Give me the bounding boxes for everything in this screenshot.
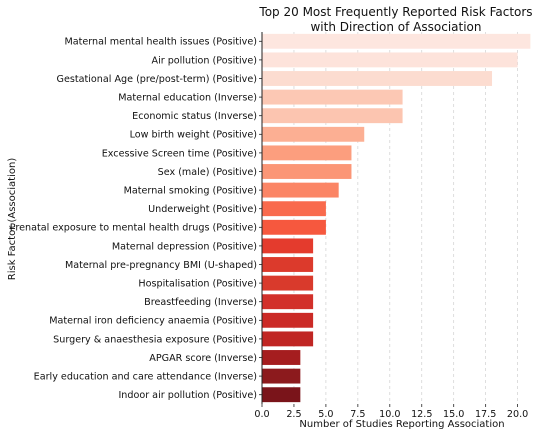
category-label: Maternal smoking (Positive) bbox=[124, 186, 257, 197]
x-tick-label: 20.0 bbox=[507, 409, 528, 420]
bar bbox=[262, 275, 314, 291]
category-label: Economic status (Inverse) bbox=[132, 111, 257, 122]
chart-title-line-1: Top 20 Most Frequently Reported Risk Fac… bbox=[258, 5, 532, 19]
x-tick-label: 0.0 bbox=[254, 409, 269, 420]
bar bbox=[262, 368, 301, 384]
chart-title-line-2: with Direction of Association bbox=[310, 20, 481, 34]
bar bbox=[262, 238, 314, 254]
category-label: Indoor air pollution (Positive) bbox=[118, 390, 257, 401]
x-tick-label: 10.0 bbox=[379, 409, 400, 420]
bar bbox=[262, 201, 326, 217]
x-tick-label: 2.5 bbox=[286, 409, 301, 420]
category-label: Excessive Screen time (Positive) bbox=[102, 148, 257, 159]
x-tick-label: 7.5 bbox=[350, 409, 365, 420]
x-tick-labels: 0.0 2.5 5.0 7.5 10.0 12.5 15.0 17.5 20.0 bbox=[254, 404, 528, 420]
category-label: Maternal education (Inverse) bbox=[118, 93, 257, 104]
bars bbox=[262, 33, 531, 403]
bar bbox=[262, 108, 403, 124]
category-label: Surgery & anaesthesia exposure (Positive… bbox=[53, 334, 257, 345]
category-label: Maternal mental health issues (Positive) bbox=[64, 37, 257, 48]
category-label: Air pollution (Positive) bbox=[152, 55, 258, 66]
category-label: Sex (male) (Positive) bbox=[158, 167, 257, 178]
category-label: APGAR score (Inverse) bbox=[149, 353, 257, 364]
x-tick-label: 5.0 bbox=[318, 409, 333, 420]
bar bbox=[262, 294, 314, 310]
grid-lines bbox=[261, 32, 518, 404]
category-label: Hospitalisation (Positive) bbox=[138, 279, 257, 290]
category-labels: Maternal mental health issues (Positive)… bbox=[10, 37, 262, 401]
bar bbox=[262, 52, 518, 68]
bar bbox=[262, 33, 531, 49]
bar bbox=[262, 387, 301, 403]
bar bbox=[262, 350, 301, 365]
bar bbox=[262, 164, 352, 179]
x-tick-label: 17.5 bbox=[475, 409, 496, 420]
bar bbox=[262, 145, 352, 161]
category-label: Breastfeeding (Inverse) bbox=[144, 297, 257, 308]
category-label: Maternal iron deficiency anaemia (Positi… bbox=[49, 316, 257, 327]
bar bbox=[262, 312, 314, 328]
category-label: Prenatal exposure to mental health drugs… bbox=[10, 223, 257, 234]
x-tick-label: 15.0 bbox=[443, 409, 464, 420]
bar bbox=[262, 126, 365, 142]
y-axis-title: Risk Factor (Association) bbox=[7, 158, 18, 281]
category-label: Maternal depression (Positive) bbox=[112, 241, 257, 252]
category-label: Maternal pre-pregnancy BMI (U-shaped) bbox=[65, 260, 257, 271]
category-label: Underweight (Positive) bbox=[148, 204, 257, 215]
bar bbox=[262, 331, 314, 347]
bar bbox=[262, 219, 326, 235]
category-label: Early education and care attendance (Inv… bbox=[34, 372, 257, 383]
x-axis-title: Number of Studies Reporting Association bbox=[299, 419, 504, 430]
bar bbox=[262, 182, 339, 198]
bar bbox=[262, 71, 493, 86]
x-tick-label: 12.5 bbox=[411, 409, 432, 420]
category-label: Low birth weight (Positive) bbox=[130, 130, 257, 141]
bar bbox=[262, 257, 314, 272]
bar bbox=[262, 89, 403, 105]
category-label: Gestational Age (pre/post-term) (Positiv… bbox=[57, 74, 257, 85]
